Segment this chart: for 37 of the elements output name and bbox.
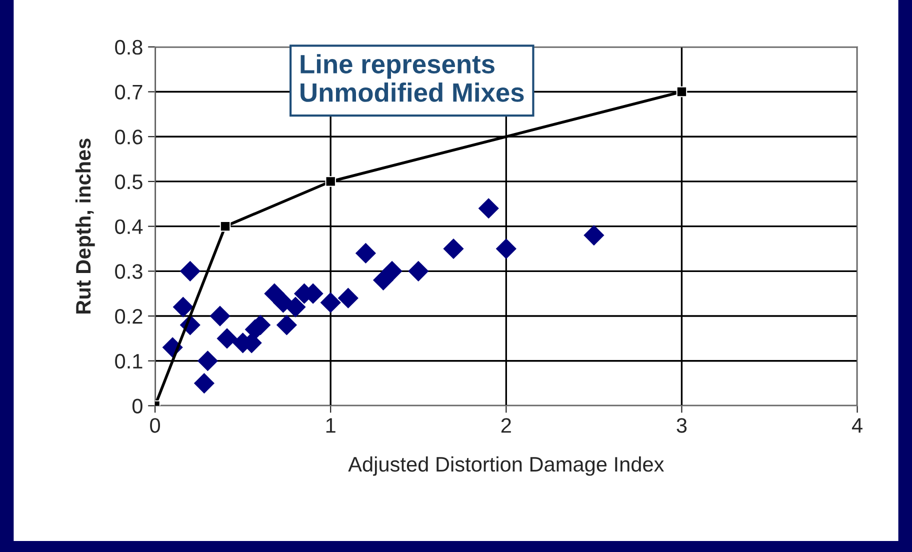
annotation: Line represents Unmodified Mixes [300, 54, 524, 102]
point [210, 306, 230, 326]
point [355, 242, 376, 264]
x-tick-label: 3 [676, 418, 687, 433]
x-tick-label: 1 [326, 418, 336, 433]
y-tick-label: 0.5 [115, 174, 142, 190]
y-tick-label: 0 [132, 398, 142, 414]
point [320, 292, 341, 313]
point [584, 224, 604, 246]
point [676, 86, 688, 98]
point [325, 176, 336, 187]
point [496, 238, 516, 260]
point [180, 260, 200, 282]
point [220, 220, 231, 232]
x-axis-title: Adjusted Distortion Damage Index [348, 456, 664, 476]
point [197, 350, 218, 372]
point [216, 328, 238, 349]
y-tick-label: 0.2 [115, 309, 142, 324]
y-tick-label: 0.4 [115, 219, 143, 234]
point [276, 314, 298, 336]
point [194, 372, 214, 394]
point [172, 296, 194, 318]
y-tick-label: 0.7 [115, 84, 142, 100]
y-tick-label: 0.6 [115, 130, 142, 144]
point [408, 260, 429, 282]
point [478, 198, 499, 219]
point [443, 238, 464, 260]
point [338, 288, 358, 308]
y-tick-label: 0.3 [115, 264, 142, 279]
x-tick-label: 2 [501, 418, 511, 433]
point [382, 260, 402, 282]
y-axis-title: Rut Depth, inches [75, 138, 95, 314]
x-tick-label: 0 [150, 418, 160, 433]
y-tick-label: 0.8 [115, 40, 142, 55]
y-tick-label: 0.1 [115, 354, 142, 369]
x-tick-label: 4 [852, 418, 862, 433]
point [285, 296, 306, 318]
